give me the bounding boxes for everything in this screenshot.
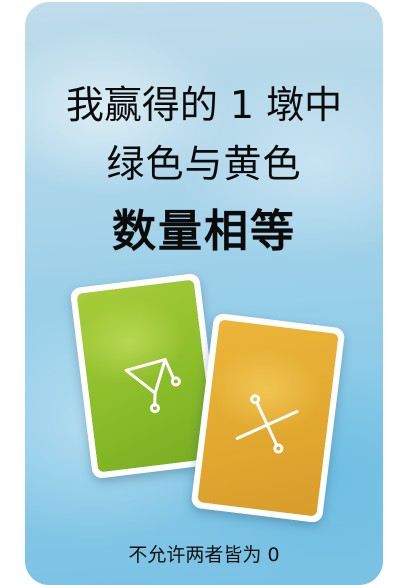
green-suit-card <box>69 272 223 480</box>
card-title-line-2: 绿色与黄色 <box>106 142 302 186</box>
task-card: 我赢得的 1 墩中 绿色与黄色 数量相等 <box>25 2 383 585</box>
card-title-line-1: 我赢得的 1 墩中 <box>65 83 343 127</box>
triangle-glyph-icon <box>124 358 181 414</box>
yellow-suit-card <box>190 312 346 524</box>
green-card-face <box>76 279 216 473</box>
card-title-line-3: 数量相等 <box>112 206 296 257</box>
cross-glyph-icon <box>235 394 299 454</box>
yellow-card-face <box>197 319 339 517</box>
card-footer-rule: 不允许两者皆为 0 <box>128 544 280 566</box>
